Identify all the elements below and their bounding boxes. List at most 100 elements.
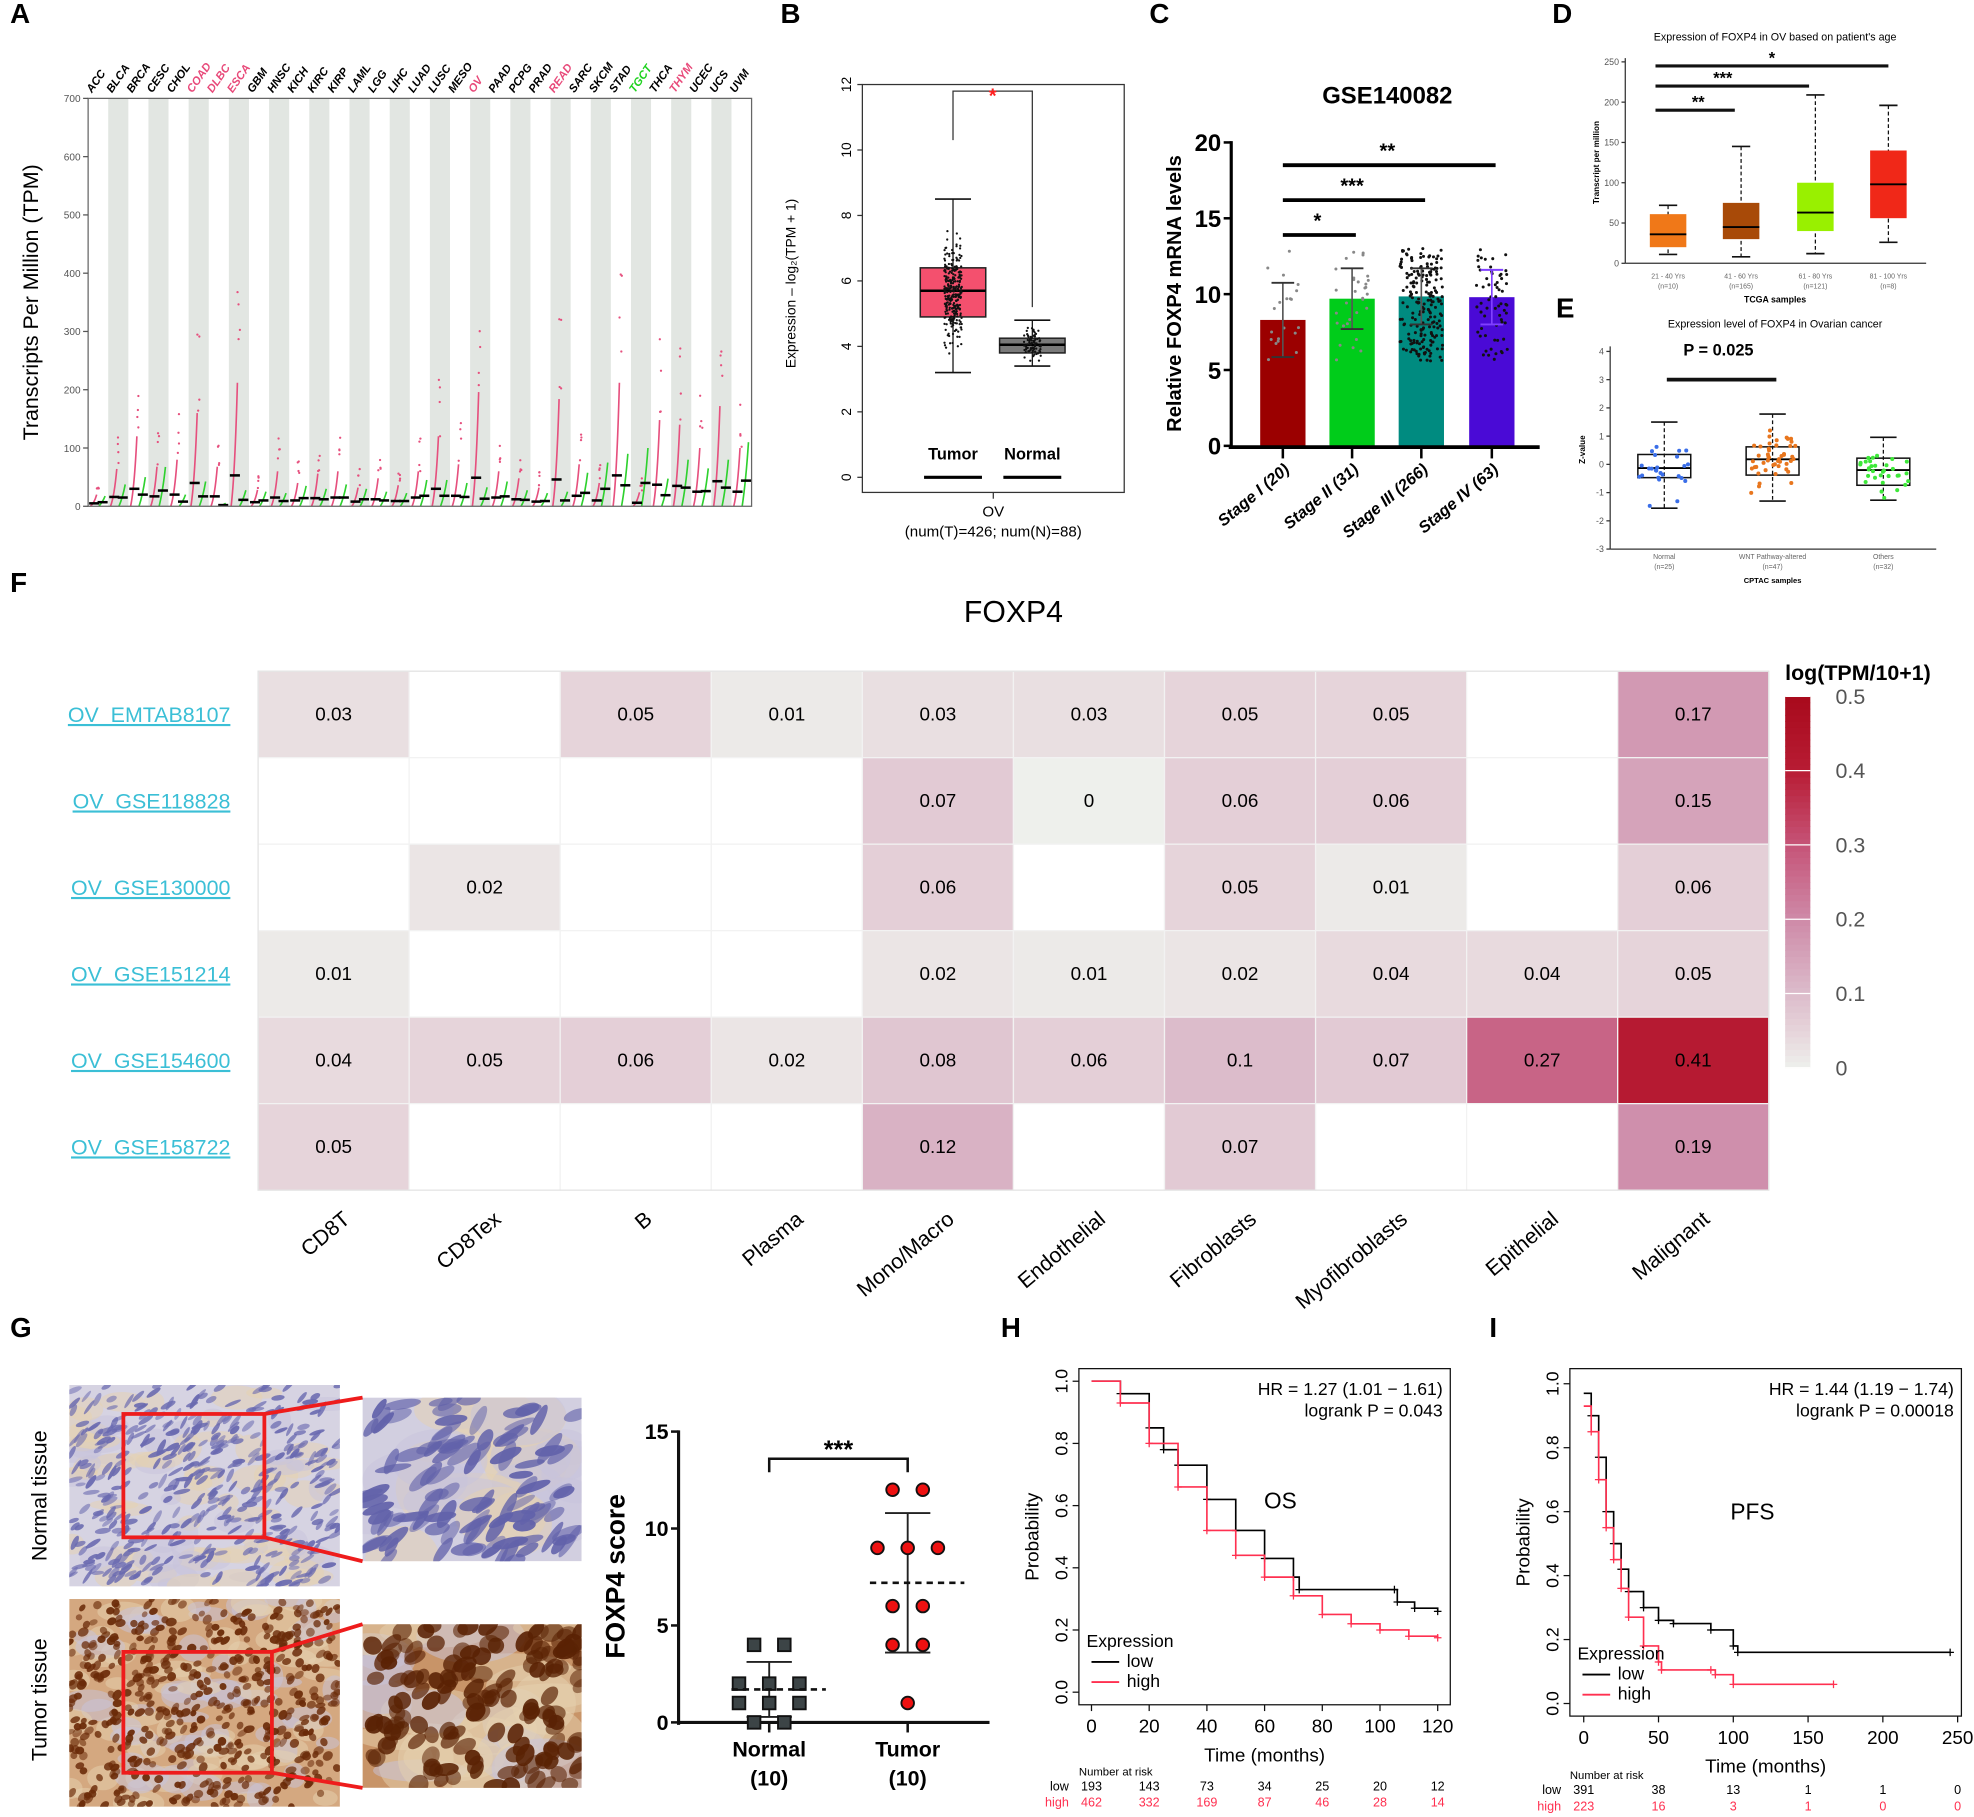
sample-point: [1334, 267, 1338, 271]
cell-nucleus: [85, 1463, 96, 1478]
normal-distribution: [419, 479, 428, 507]
cell-value: 0.05: [1222, 705, 1259, 726]
tumor-outlier-point: [358, 467, 361, 471]
cell-nucleus: [572, 1678, 582, 1694]
cell-nucleus: [75, 1762, 85, 1770]
tumor-outlier-point: [418, 463, 421, 467]
cell-nucleus: [334, 1659, 340, 1667]
y-tick-label: 0.8: [1543, 1435, 1563, 1460]
sample-point: [1500, 351, 1504, 355]
panel-label-a: A: [10, 0, 30, 29]
tumor-outlier-point: [116, 436, 120, 439]
dataset-link[interactable]: OV_GSE118828: [73, 789, 231, 813]
sample-point: [1500, 277, 1504, 281]
tumor-distribution: [149, 466, 158, 507]
censor-mark: [1289, 1592, 1298, 1600]
cell-nucleus: [85, 1424, 99, 1432]
sample-point: [1647, 466, 1652, 471]
tumor-outlier-point: [578, 459, 582, 462]
y-tick-label: 10: [1195, 282, 1222, 309]
tumor-outlier-point: [277, 437, 280, 440]
cell-nucleus: [437, 1679, 457, 1694]
cell-nucleus: [263, 1480, 274, 1494]
colorbar-segment: [1785, 844, 1811, 852]
cell-nucleus: [523, 1754, 544, 1774]
risk-row-label: low: [1050, 1779, 1070, 1793]
cell-nucleus: [321, 1562, 337, 1569]
sample-point: [1879, 489, 1884, 494]
cell-nucleus: [272, 1795, 280, 1803]
cell-nucleus: [223, 1671, 231, 1679]
dataset-link[interactable]: OV_EMTAB8107: [68, 703, 231, 727]
cell-nucleus: [328, 1529, 340, 1539]
dataset-link[interactable]: OV_GSE154600: [71, 1049, 230, 1073]
cell-value: 0.06: [1373, 791, 1410, 812]
cell-nucleus: [87, 1554, 99, 1560]
sample-point: [955, 245, 958, 248]
cell-nucleus: [326, 1623, 333, 1630]
colorbar-tick-label: 0: [1836, 1056, 1848, 1080]
sample-point: [1676, 474, 1681, 479]
cell-nucleus: [186, 1385, 199, 1391]
cell-nucleus: [197, 1456, 211, 1467]
sample-point: [1434, 278, 1438, 282]
sample-point: [1341, 324, 1345, 328]
sample-point: [951, 258, 954, 262]
cell-nucleus: [206, 1748, 214, 1754]
sample-point: [1428, 359, 1433, 363]
tumor-outlier-point: [418, 440, 421, 443]
sample-point: [1878, 473, 1883, 478]
sample-point: [1475, 283, 1479, 287]
heatmap-cell: [1617, 843, 1770, 932]
category-label: UVM: [728, 67, 753, 95]
cell-nucleus: [133, 1758, 143, 1768]
sample-point: [951, 324, 955, 327]
significance-marker: ***: [1340, 176, 1364, 198]
cell-nucleus: [84, 1726, 94, 1735]
sample-point: [1679, 475, 1684, 481]
sample-point: [1398, 317, 1402, 321]
tumor-outlier-point: [136, 415, 139, 419]
sample-point: [1415, 324, 1419, 328]
tumor-outlier-point: [398, 479, 401, 482]
tumor-outlier-point: [739, 403, 742, 406]
y-axis-label: FOXP4 score: [600, 1494, 630, 1658]
endpoint-label: PFS: [1730, 1499, 1774, 1525]
dataset-link[interactable]: OV_GSE130000: [71, 876, 230, 900]
sample-point: [1436, 326, 1440, 330]
cell-nucleus: [203, 1677, 211, 1686]
cell-nucleus: [168, 1467, 184, 1477]
tumor-outlier-point: [237, 303, 240, 306]
censor-mark: [1318, 1610, 1327, 1619]
sample-point: [1428, 325, 1432, 329]
cell-nucleus: [112, 1718, 122, 1726]
cell-nucleus: [165, 1442, 180, 1452]
panel-h-km-chart: 0 20 40 60 80 100 1200.00.20.40.60.81.0Probabi…: [1023, 1368, 1453, 1810]
y-tick-label: 200: [64, 386, 81, 397]
cell-nucleus: [198, 1439, 208, 1447]
colorbar-segment: [1785, 888, 1811, 896]
dataset-link[interactable]: OV_GSE158722: [71, 1135, 230, 1159]
sample-point: [1774, 438, 1779, 443]
sample-point: [1426, 318, 1430, 322]
tumor-outlier-point: [558, 318, 561, 321]
sample-point: [1786, 469, 1791, 474]
cell-nucleus: [168, 1523, 180, 1529]
tumor-outlier-point: [721, 374, 724, 377]
tumor-outlier-point: [438, 435, 442, 438]
cell-nucleus: [210, 1637, 218, 1645]
category-band: [550, 98, 571, 507]
risk-row-label: high: [1045, 1796, 1069, 1810]
cell-nucleus: [188, 1450, 196, 1462]
cell-nucleus: [501, 1777, 521, 1788]
sample-point: [1401, 347, 1405, 351]
sample-point: [1026, 334, 1030, 337]
dataset-link[interactable]: OV_GSE151214: [71, 962, 230, 986]
tumor-outlier-point: [95, 487, 99, 490]
cell-nucleus: [332, 1604, 340, 1610]
y-tick-label: 100: [64, 444, 81, 455]
cell-value: 0.06: [1675, 878, 1712, 899]
sample-point: [1422, 326, 1426, 330]
cell-nucleus: [286, 1707, 295, 1715]
